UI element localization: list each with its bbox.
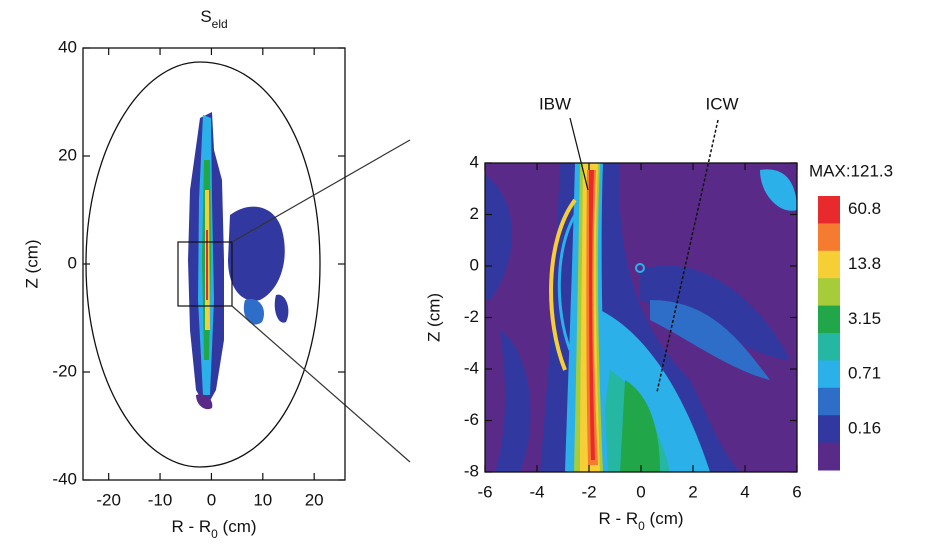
colorbar-band bbox=[818, 360, 840, 389]
chart-title: Seld bbox=[200, 7, 227, 31]
colorbar-label: 13.8 bbox=[848, 254, 881, 273]
colorbar-label: 0.71 bbox=[848, 364, 881, 383]
colorbar-band bbox=[818, 223, 840, 252]
x-axis-label: R - R0 (cm) bbox=[598, 509, 683, 533]
chart-title-subscript: eld bbox=[212, 17, 228, 31]
x-tick-label: -20 bbox=[96, 490, 121, 509]
x-tick-label: -4 bbox=[529, 482, 544, 501]
x-axis-label-suffix: (cm) bbox=[645, 509, 684, 528]
right-contour bbox=[485, 163, 797, 472]
y-tick-label: 2 bbox=[470, 204, 479, 223]
colorbar-max-label: MAX:121.3 bbox=[809, 161, 893, 180]
x-tick-label: 0 bbox=[207, 490, 216, 509]
x-tick-label: 10 bbox=[253, 490, 272, 509]
colorbar-label: 60.8 bbox=[848, 199, 881, 218]
x-axis-label-subscript: 0 bbox=[211, 527, 218, 541]
colorbar-band bbox=[818, 250, 840, 279]
y-axis-label: Z (cm) bbox=[424, 293, 443, 342]
zoom-line bbox=[231, 139, 411, 243]
y-tick-label: -40 bbox=[52, 469, 77, 488]
x-tick-label: -6 bbox=[477, 482, 492, 501]
colorbar-band bbox=[818, 415, 840, 444]
x-axis-label: R - R0 (cm) bbox=[171, 517, 256, 541]
x-tick-label: 0 bbox=[636, 482, 645, 501]
colorbar-band bbox=[818, 196, 840, 224]
x-tick-label: -10 bbox=[148, 490, 173, 509]
y-tick-label: -8 bbox=[464, 461, 479, 480]
y-tick-label: 40 bbox=[58, 37, 77, 56]
y-tick-label: 20 bbox=[58, 145, 77, 164]
x-axis-label-text: R - R bbox=[598, 509, 638, 528]
annotation-arrow bbox=[656, 119, 719, 393]
y-tick-label: -4 bbox=[464, 358, 479, 377]
x-axis-label-suffix: (cm) bbox=[218, 517, 257, 536]
chart-title-text: S bbox=[200, 7, 211, 26]
annotation: IBW bbox=[539, 94, 571, 113]
colorbar-band bbox=[818, 387, 840, 416]
x-tick-label: 4 bbox=[740, 482, 749, 501]
x-tick-label: -2 bbox=[581, 482, 596, 501]
y-axis-label: Z (cm) bbox=[22, 239, 41, 288]
colorbar-label: 3.15 bbox=[848, 309, 881, 328]
x-axis-label-text: R - R bbox=[171, 517, 211, 536]
x-tick-label: 20 bbox=[305, 490, 324, 509]
y-tick-label: -20 bbox=[52, 361, 77, 380]
x-axis-label-subscript: 0 bbox=[638, 519, 645, 533]
colorbar-band bbox=[818, 442, 840, 471]
colorbar-band bbox=[818, 305, 840, 334]
colorbar-band bbox=[818, 278, 840, 307]
y-tick-label: 0 bbox=[470, 255, 479, 274]
left-contour bbox=[85, 61, 321, 468]
y-tick-label: 4 bbox=[470, 152, 479, 171]
y-tick-label: -2 bbox=[464, 307, 479, 326]
x-tick-label: 2 bbox=[688, 482, 697, 501]
annotation-arrow bbox=[569, 117, 589, 191]
annotation: ICW bbox=[705, 94, 738, 113]
x-tick-label: 6 bbox=[792, 482, 801, 501]
y-tick-label: -6 bbox=[464, 410, 479, 429]
y-tick-label: 0 bbox=[68, 253, 77, 272]
zoom-line bbox=[231, 305, 411, 463]
colorbar-band bbox=[818, 333, 840, 361]
colorbar-label: 0.16 bbox=[848, 418, 881, 437]
